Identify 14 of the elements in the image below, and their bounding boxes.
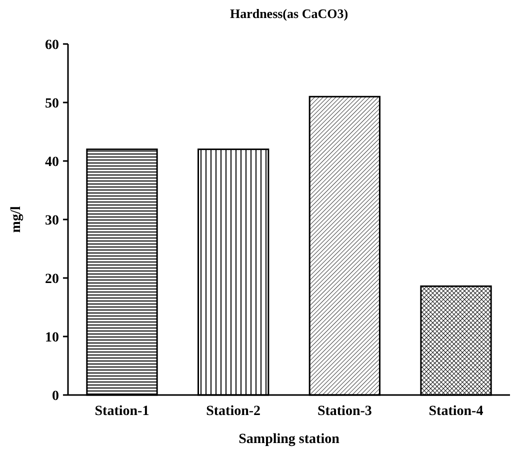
x-tick-label: Station-4 bbox=[428, 404, 484, 419]
x-tick-label: Station-2 bbox=[206, 404, 261, 419]
y-tick-label: 40 bbox=[45, 154, 59, 170]
y-tick-label: 0 bbox=[52, 388, 59, 404]
y-tick-label: 30 bbox=[45, 213, 59, 228]
y-tick-label: 20 bbox=[45, 272, 59, 287]
y-tick-label: 60 bbox=[45, 38, 59, 53]
chart-title: Hardness(as CaCO3) bbox=[230, 6, 348, 21]
y-axis-title: mg/l bbox=[9, 206, 24, 233]
y-tick-label: 50 bbox=[45, 96, 59, 112]
y-tick-label: 10 bbox=[45, 330, 59, 346]
x-tick-label: Station-3 bbox=[317, 404, 372, 419]
x-axis-title: Sampling station bbox=[238, 432, 340, 447]
x-tick-label: Station-1 bbox=[94, 404, 150, 419]
